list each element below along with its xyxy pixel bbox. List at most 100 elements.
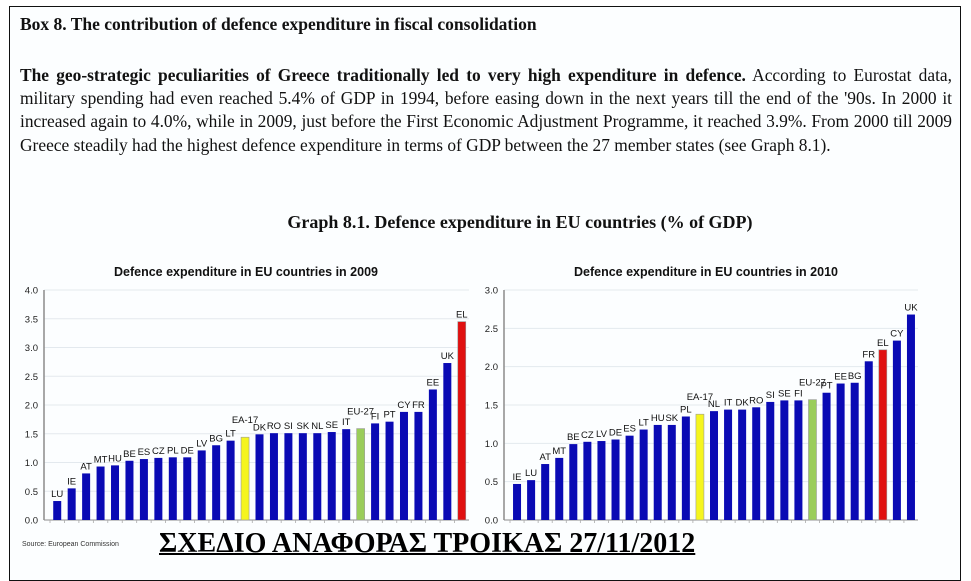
bar-si xyxy=(766,401,775,520)
bar-label-cy: CY xyxy=(397,400,411,411)
bar-label-be: BE xyxy=(567,432,580,443)
bar-ea-17 xyxy=(240,436,250,521)
bar-label-se: SE xyxy=(778,388,791,399)
bar-label-nl: NL xyxy=(708,399,720,410)
y-tick-label: 3.5 xyxy=(25,314,38,325)
bar-lt xyxy=(226,440,235,520)
chart-2009-title: Defence expenditure in EU countries in 2… xyxy=(114,265,378,279)
bar-se xyxy=(327,432,336,520)
bar-label-fi: FI xyxy=(371,411,379,422)
bar-lv xyxy=(197,450,206,520)
paragraph-lead: The geo-strategic peculiarities of Greec… xyxy=(20,65,746,85)
chart-2010-title: Defence expenditure in EU countries in 2… xyxy=(574,265,838,279)
y-tick-label: 1.0 xyxy=(485,439,498,450)
draft-stamp: ΣΧΕΔΙΟ ΑΝΑΦΟΡΑΣ ΤΡΟΙΚΑΣ 27/11/2012 xyxy=(159,528,696,559)
bar-label-it: IT xyxy=(342,417,351,428)
bar-label-mt: MT xyxy=(94,455,108,466)
y-tick-label: 4.0 xyxy=(25,286,38,297)
bar-el xyxy=(878,349,888,521)
chart-2010-svg: Defence expenditure in EU countries in 2… xyxy=(485,265,918,527)
bar-label-sk: SK xyxy=(665,413,678,424)
bar-label-cy: CY xyxy=(890,329,904,340)
bar-label-at: AT xyxy=(80,461,92,472)
bar-label-cz: CZ xyxy=(152,446,165,457)
bar-it xyxy=(724,409,733,520)
bar-ie xyxy=(513,483,522,520)
bar-label-lt: LT xyxy=(225,429,236,440)
bar-label-lu: LU xyxy=(525,468,537,479)
bar-fr xyxy=(414,411,423,520)
bar-de xyxy=(611,439,620,520)
paragraph-text: According to Eurostat data, military spe… xyxy=(20,65,952,155)
bar-label-uk: UK xyxy=(441,351,455,362)
bar-se xyxy=(780,400,789,520)
bar-lv xyxy=(597,441,606,520)
bar-label-nl: NL xyxy=(311,421,323,432)
y-tick-label: 2.5 xyxy=(25,372,38,383)
bar-label-lv: LV xyxy=(196,438,208,449)
bar-label-ea-17: EA-17 xyxy=(232,415,258,426)
bar-label-ro: RO xyxy=(267,421,281,432)
bar-fi xyxy=(371,423,380,520)
bar-fr xyxy=(864,361,873,520)
bar-label-es: ES xyxy=(623,424,636,435)
bar-ie xyxy=(67,488,76,520)
bar-bg xyxy=(850,382,859,520)
bar-label-lt: LT xyxy=(638,418,649,429)
bar-label-at: AT xyxy=(539,452,551,463)
bar-label-fr: FR xyxy=(412,400,425,411)
y-tick-label: 0.5 xyxy=(25,487,38,498)
bar-cy xyxy=(892,340,901,520)
bar-label-it: IT xyxy=(724,398,733,409)
bar-label-hu: HU xyxy=(108,453,122,464)
bar-dk xyxy=(738,409,747,520)
bar-lu xyxy=(527,480,536,520)
bar-label-ro: RO xyxy=(749,395,763,406)
bar-label-lv: LV xyxy=(596,429,608,440)
bar-label-fr: FR xyxy=(862,349,875,360)
chart-2009: Defence expenditure in EU countries in 2… xyxy=(14,260,474,530)
bar-label-de: DE xyxy=(609,428,622,439)
bar-label-dk: DK xyxy=(253,422,267,433)
bar-mt xyxy=(96,466,105,520)
bar-at xyxy=(82,473,91,520)
y-tick-label: 0.0 xyxy=(25,516,38,527)
bar-it xyxy=(342,429,351,520)
box-title: Box 8. The contribution of defence expen… xyxy=(20,14,537,34)
bar-ro xyxy=(752,407,761,520)
bar-lt xyxy=(639,429,648,520)
chart-2010: Defence expenditure in EU countries in 2… xyxy=(476,260,926,530)
y-tick-label: 3.0 xyxy=(485,286,498,297)
bar-nl xyxy=(710,411,718,520)
bar-ee xyxy=(836,383,845,520)
bar-dk xyxy=(255,434,264,520)
bar-cy xyxy=(399,411,408,520)
bar-be xyxy=(569,444,578,520)
bar-label-mt: MT xyxy=(552,446,566,457)
y-tick-label: 2.0 xyxy=(25,401,38,412)
bar-label-es: ES xyxy=(138,447,151,458)
y-tick-label: 0.5 xyxy=(485,477,498,488)
bar-label-eu-27: EU-27 xyxy=(347,407,374,418)
bar-es xyxy=(139,459,148,520)
bar-sk xyxy=(298,433,307,520)
bar-el xyxy=(457,321,467,521)
bar-hu xyxy=(111,465,120,520)
y-tick-label: 0.0 xyxy=(485,516,498,527)
bar-be xyxy=(125,460,134,520)
bar-ro xyxy=(269,433,278,520)
source-note: Source: European Commission xyxy=(22,541,119,548)
bar-label-el: EL xyxy=(456,310,468,321)
bar-label-ee: EE xyxy=(427,377,440,388)
bar-hu xyxy=(653,424,662,520)
bar-label-be: BE xyxy=(123,449,136,460)
bar-eu-27 xyxy=(356,428,365,521)
bar-label-bg: BG xyxy=(209,433,223,444)
bar-es xyxy=(625,435,634,520)
bar-nl xyxy=(313,433,322,520)
y-tick-label: 1.0 xyxy=(25,458,38,469)
body-paragraph: The geo-strategic peculiarities of Greec… xyxy=(20,64,952,157)
bar-ea-17 xyxy=(695,413,705,521)
bar-uk xyxy=(443,363,452,520)
bar-cz xyxy=(154,457,163,520)
